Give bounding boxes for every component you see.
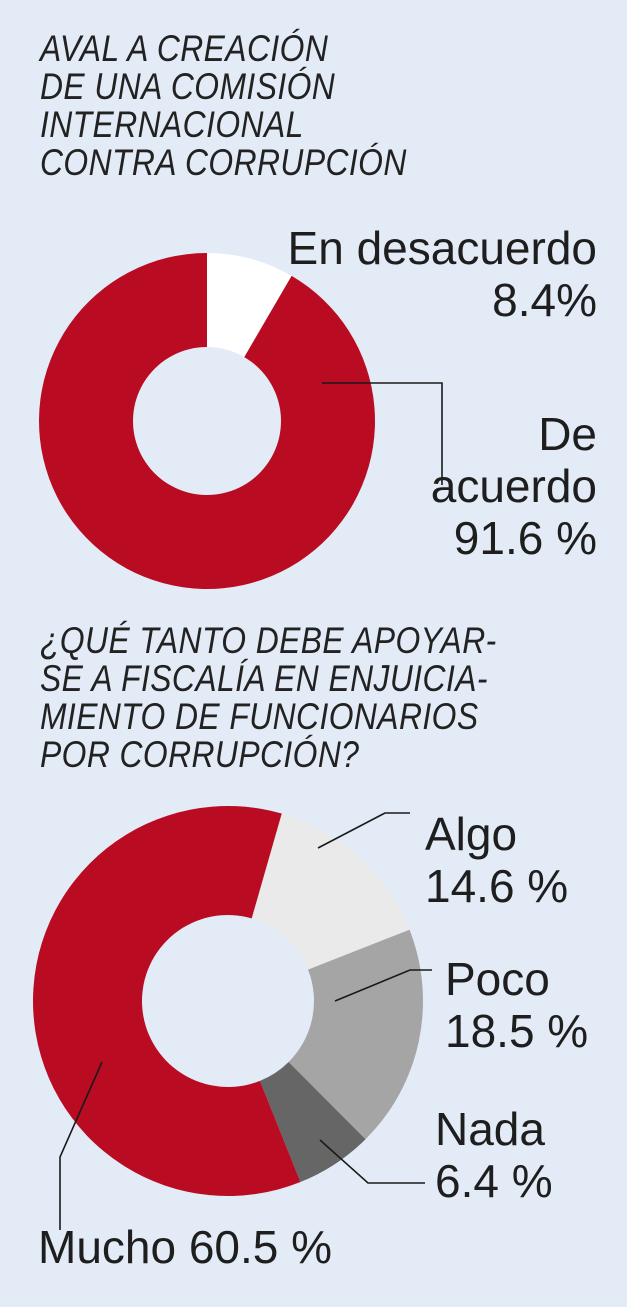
slice-mucho	[33, 806, 301, 1196]
label-de-acuerdo-name-line: acuerdo	[430, 460, 597, 512]
chart-2-title-line: SE A FISCALÍA EN ENJUICIA-	[40, 658, 488, 699]
slice-nada	[259, 1061, 366, 1183]
chart-2-title-line: POR CORRUPCIÓN?	[40, 734, 360, 775]
leader-line-algo	[317, 812, 410, 849]
slice-de-acuerdo	[38, 253, 375, 589]
chart-1-title-line: DE UNA COMISIÓN	[40, 66, 336, 107]
donut-chart-comision	[38, 253, 375, 589]
label-en-desacuerdo-name: En desacuerdo	[287, 222, 597, 274]
label-de-acuerdo-name-line: De	[538, 408, 597, 460]
label-de-acuerdo: De acuerdo 91.6 %	[431, 408, 597, 564]
label-algo: Algo 14.6 %	[425, 808, 568, 912]
label-poco-value: 18.5 %	[445, 1005, 589, 1057]
slice-en-desacuerdo	[207, 253, 292, 358]
chart-1-title-line: INTERNACIONAL	[40, 104, 304, 145]
label-en-desacuerdo: En desacuerdo 8.4%	[288, 222, 597, 326]
label-nada-name: Nada	[435, 1103, 545, 1155]
leader-line-de-acuerdo	[322, 382, 443, 485]
leader-line-nada	[319, 1139, 425, 1184]
leader-lines	[59, 382, 443, 1230]
slice-poco	[288, 929, 424, 1140]
leader-line-poco	[334, 969, 432, 1002]
label-algo-value: 14.6 %	[425, 860, 569, 912]
chart-1-title-line: AVAL A CREACIÓN	[40, 28, 329, 69]
label-nada-value: 6.4 %	[435, 1155, 553, 1207]
chart-2-title: ¿QUÉ TANTO DEBE APOYAR- SE A FISCALÍA EN…	[40, 622, 497, 774]
label-mucho-text: Mucho 60.5 %	[38, 1221, 333, 1273]
leader-line-mucho	[59, 1061, 103, 1230]
label-algo-name: Algo	[425, 808, 518, 860]
chart-2-title-line: MIENTO DE FUNCIONARIOS	[40, 696, 479, 737]
label-poco-name: Poco	[445, 953, 550, 1005]
label-poco: Poco 18.5 %	[445, 953, 588, 1057]
label-de-acuerdo-value: 91.6 %	[453, 512, 597, 564]
chart-1-title: AVAL A CREACIÓN DE UNA COMISIÓN INTERNAC…	[40, 30, 407, 182]
chart-2-title-line: ¿QUÉ TANTO DEBE APOYAR-	[40, 620, 497, 661]
label-nada: Nada 6.4 %	[435, 1103, 553, 1207]
label-mucho: Mucho 60.5 %	[38, 1221, 332, 1273]
chart-1-title-line: CONTRA CORRUPCIÓN	[40, 142, 407, 183]
slice-algo	[251, 813, 410, 970]
donut-chart-fiscalia	[33, 806, 424, 1196]
label-en-desacuerdo-value: 8.4%	[492, 274, 597, 326]
